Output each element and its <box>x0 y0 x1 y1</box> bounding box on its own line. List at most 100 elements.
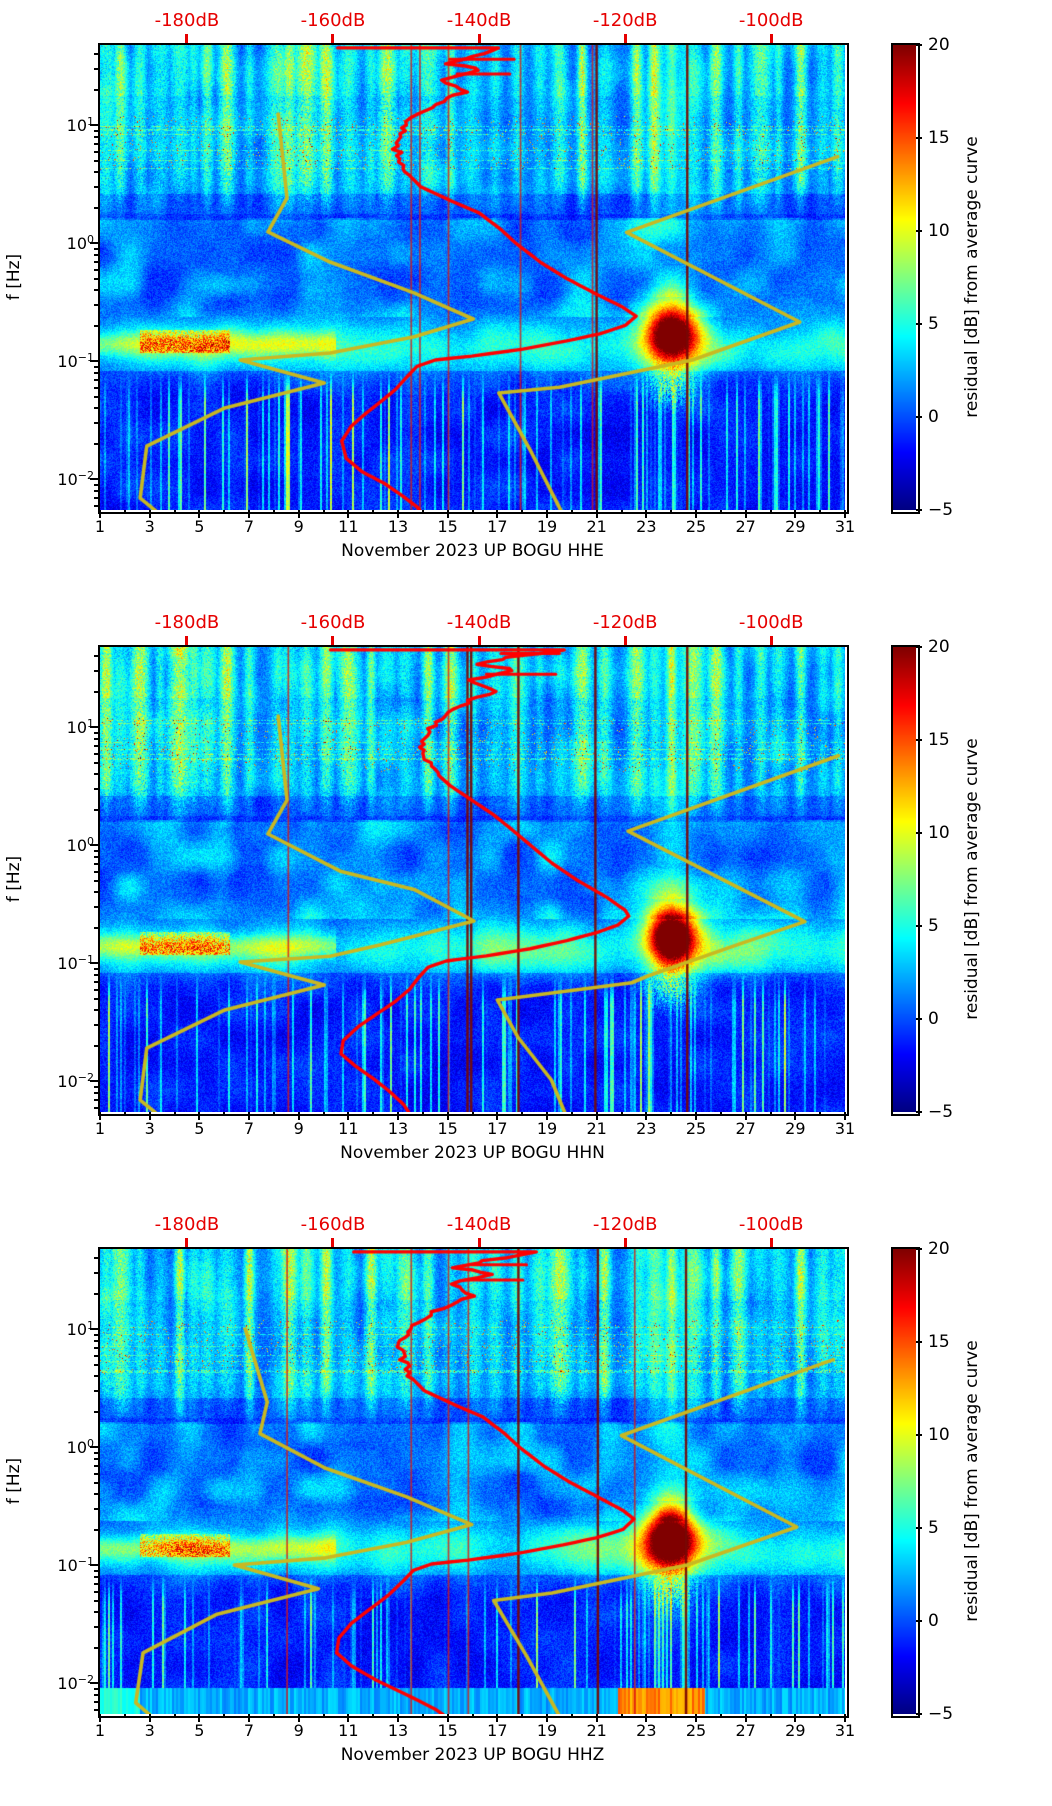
y-minor-tick <box>94 1493 98 1496</box>
x-tick-label: 17 <box>487 517 508 536</box>
top-db-tick <box>331 636 335 645</box>
x-tick <box>322 1112 325 1116</box>
x-tick <box>719 1112 722 1116</box>
y-minor-tick <box>94 1687 98 1690</box>
y-minor-tick <box>94 973 98 976</box>
y-tick-label: 100 <box>66 834 94 856</box>
y-minor-tick <box>94 849 98 852</box>
x-tick <box>595 510 598 518</box>
y-minor-tick <box>94 744 98 747</box>
colorbar-border <box>891 1247 920 1718</box>
spectrogram-panel: 1 3 5 7 9 11 13 15 17 19 21 23 25 27 29 31 101 100 10−1 10−… <box>0 602 1052 1204</box>
y-axis-label: f [Hz] <box>4 855 24 903</box>
y-minor-tick <box>94 1024 98 1027</box>
x-tick-label: 3 <box>144 1721 155 1740</box>
x-tick-label: 5 <box>194 1119 205 1138</box>
x-tick-label: 31 <box>834 1721 856 1740</box>
top-db-tick-label: -140dB <box>446 612 512 633</box>
x-tick <box>173 1714 176 1718</box>
y-minor-tick <box>94 967 98 970</box>
y-minor-tick <box>94 1106 98 1109</box>
y-minor-tick <box>94 278 98 281</box>
y-minor-tick <box>94 998 98 1001</box>
y-minor-tick <box>94 773 98 776</box>
y-minor-tick <box>94 422 98 425</box>
y-minor-tick <box>94 289 98 292</box>
y-minor-tick <box>94 489 98 492</box>
y-minor-tick <box>94 1098 98 1101</box>
y-minor-tick <box>94 752 98 755</box>
x-tick-label: 11 <box>338 517 359 536</box>
top-db-tick-label: -120dB <box>592 612 658 633</box>
x-tick <box>397 510 399 518</box>
top-db-tick <box>623 34 627 43</box>
x-tick-label: 19 <box>536 1119 558 1138</box>
colorbar-tick-label: −5 <box>928 500 954 520</box>
y-minor-tick <box>94 762 98 765</box>
y-minor-tick <box>94 988 98 991</box>
x-tick <box>446 1714 449 1722</box>
x-tick <box>471 510 474 514</box>
x-tick <box>223 1112 226 1116</box>
x-tick <box>297 1112 300 1120</box>
y-minor-tick <box>94 260 98 263</box>
x-tick-label: 27 <box>735 517 756 536</box>
x-tick-label: 31 <box>834 517 856 536</box>
y-tick <box>90 242 98 244</box>
top-db-tick-label: -160dB <box>300 612 366 633</box>
x-tick <box>272 1112 275 1116</box>
top-db-tick-label: -100dB <box>738 1214 804 1235</box>
colorbar-tick-label: 10 <box>928 221 950 241</box>
x-tick <box>570 1714 573 1718</box>
x-tick-label: 11 <box>338 1721 359 1740</box>
top-db-tick <box>185 1238 189 1247</box>
x-tick-label: 9 <box>293 517 304 536</box>
y-minor-tick <box>94 690 98 693</box>
x-tick-label: 17 <box>487 1721 508 1740</box>
colorbar-tick-label: 15 <box>928 128 950 148</box>
x-tick <box>446 1112 449 1120</box>
top-db-tick-label: -100dB <box>738 612 804 633</box>
x-tick <box>322 510 325 514</box>
colorbar-tick-label: 5 <box>928 314 939 334</box>
y-minor-tick <box>94 268 98 271</box>
x-tick-label: 9 <box>293 1721 304 1740</box>
x-tick <box>595 1714 598 1722</box>
y-minor-tick <box>94 1333 98 1336</box>
y-minor-tick <box>94 1272 98 1275</box>
x-tick <box>99 510 101 518</box>
x-tick <box>198 1112 201 1120</box>
y-minor-tick <box>94 53 98 56</box>
y-minor-tick <box>94 926 98 929</box>
x-tick <box>123 1714 126 1718</box>
x-tick <box>372 1112 375 1116</box>
x-tick <box>769 1714 772 1718</box>
spectrogram-canvas <box>100 647 845 1112</box>
panel-title: November 2023 UP BOGU HHN <box>340 1143 605 1163</box>
x-tick <box>819 1714 822 1718</box>
y-minor-tick <box>94 1354 98 1357</box>
x-tick-label: 17 <box>487 1119 508 1138</box>
x-tick <box>695 510 697 518</box>
y-minor-tick <box>94 186 98 189</box>
y-minor-tick <box>94 1708 98 1711</box>
y-minor-tick <box>94 496 98 499</box>
y-tick-label: 10−1 <box>57 1554 94 1576</box>
x-tick-label: 3 <box>144 1119 155 1138</box>
y-minor-tick <box>94 1700 98 1703</box>
top-db-tick <box>331 1238 335 1247</box>
x-tick <box>123 1112 126 1116</box>
top-db-tick-label: -160dB <box>300 10 366 31</box>
y-axis-label: f [Hz] <box>4 1457 24 1505</box>
x-tick <box>744 1714 747 1722</box>
x-tick <box>421 510 424 514</box>
x-tick-label: 7 <box>243 1119 255 1138</box>
x-tick <box>670 1714 673 1718</box>
y-minor-tick <box>94 1257 98 1260</box>
x-tick-label: 7 <box>243 1721 255 1740</box>
top-db-tick-label: -180dB <box>154 1214 220 1235</box>
y-minor-tick <box>94 129 98 132</box>
x-tick <box>297 510 300 518</box>
y-tick <box>90 478 98 480</box>
y-minor-tick <box>94 1626 98 1629</box>
